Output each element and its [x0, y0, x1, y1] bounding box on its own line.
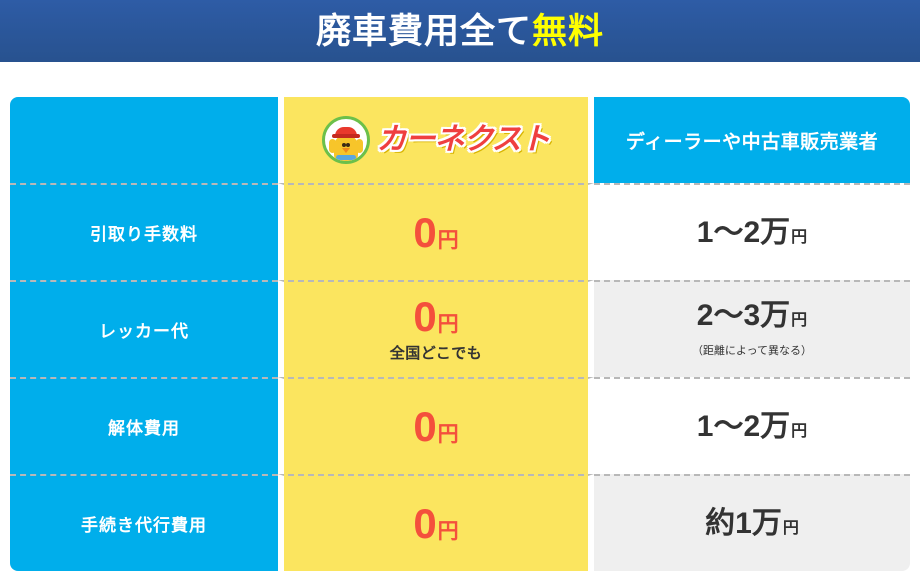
- carnext-logo: カーネクスト: [284, 116, 588, 164]
- row-dealers-cell-0: 1〜2万円: [594, 183, 910, 280]
- page-banner: 廃車費用全て無料: [0, 0, 920, 62]
- carnext-price-unit-1: 円: [437, 313, 459, 336]
- fee-comparison-table: カーネクスト ディーラーや中古車販売業者 引取り手数料 0円 1〜2万円: [10, 97, 910, 571]
- car-next-mascot-icon: [322, 116, 371, 164]
- dealers-price-note-1: （距離によって異なる）: [691, 345, 813, 357]
- row-label-2: 解体費用: [108, 419, 180, 438]
- row-label-cell-2: 解体費用: [10, 377, 278, 474]
- dealers-price-value-1: 2〜3万: [696, 299, 791, 332]
- page-title: 廃車費用全て無料: [316, 14, 604, 49]
- dealers-price-value-2: 1〜2万: [696, 409, 791, 443]
- header-cell-dealers: ディーラーや中古車販売業者: [594, 97, 910, 183]
- header-cell-carnext: カーネクスト: [278, 97, 594, 183]
- row-label-1: レッカー代: [99, 322, 189, 341]
- row-carnext-cell-2: 0円: [278, 377, 594, 474]
- carnext-price-1: 0円: [284, 296, 588, 338]
- row-dealers-cell-3: 約1万円: [594, 474, 910, 571]
- row-label-cell-1: レッカー代: [10, 280, 278, 377]
- carnext-price-0: 0円: [284, 208, 588, 256]
- table-header-row: カーネクスト ディーラーや中古車販売業者: [10, 97, 910, 183]
- row-label-0: 引取り手数料: [90, 225, 198, 244]
- dealers-price-value-0: 1〜2万: [696, 215, 791, 249]
- carnext-logo-text: カーネクスト: [376, 123, 550, 156]
- carnext-price-3: 0円: [284, 499, 588, 547]
- table-row: 手続き代行費用 0円 約1万円: [10, 474, 910, 571]
- carnext-price-unit-0: 円: [437, 228, 459, 252]
- row-carnext-cell-1: 0円 全国どこでも: [278, 280, 594, 377]
- dealers-price-unit-2: 円: [791, 422, 808, 440]
- dealers-price-unit-0: 円: [791, 228, 808, 246]
- table-row: レッカー代 0円 全国どこでも 2〜3万円 （距離によって異なる）: [10, 280, 910, 377]
- carnext-price-2: 0円: [284, 402, 588, 450]
- header-dealers-label: ディーラーや中古車販売業者: [625, 131, 879, 153]
- dealers-price-value-3: 約1万: [705, 506, 782, 540]
- dealers-price-unit-3: 円: [782, 519, 799, 537]
- comparison-table-wrapper: カーネクスト ディーラーや中古車販売業者 引取り手数料 0円 1〜2万円: [10, 97, 910, 571]
- header-cell-label: [10, 97, 278, 183]
- table-row: 解体費用 0円 1〜2万円: [10, 377, 910, 474]
- dealers-price-unit-1: 円: [791, 312, 808, 329]
- row-carnext-cell-0: 0円: [278, 183, 594, 280]
- row-label-cell-3: 手続き代行費用: [10, 474, 278, 571]
- page-title-highlight: 無料: [532, 11, 605, 51]
- dealers-price-2: 1〜2万円: [594, 409, 910, 443]
- carnext-price-value-2: 0: [413, 402, 437, 450]
- carnext-price-value-0: 0: [413, 208, 437, 256]
- table-row: 引取り手数料 0円 1〜2万円: [10, 183, 910, 280]
- row-dealers-cell-1: 2〜3万円 （距離によって異なる）: [594, 280, 910, 377]
- dealers-price-3: 約1万円: [594, 506, 910, 540]
- dealers-price-1: 2〜3万円: [594, 301, 910, 331]
- page-title-main: 廃車費用全て: [315, 11, 532, 51]
- row-label-cell-0: 引取り手数料: [10, 183, 278, 280]
- row-carnext-cell-3: 0円: [278, 474, 594, 571]
- carnext-price-note-1: 全国どこでも: [389, 345, 483, 362]
- row-dealers-cell-2: 1〜2万円: [594, 377, 910, 474]
- carnext-price-value-3: 0: [413, 499, 437, 547]
- carnext-price-unit-3: 円: [437, 519, 459, 543]
- dealers-price-0: 1〜2万円: [594, 215, 910, 249]
- carnext-price-unit-2: 円: [437, 422, 459, 446]
- carnext-price-value-1: 0: [413, 293, 437, 340]
- row-label-3: 手続き代行費用: [81, 516, 207, 535]
